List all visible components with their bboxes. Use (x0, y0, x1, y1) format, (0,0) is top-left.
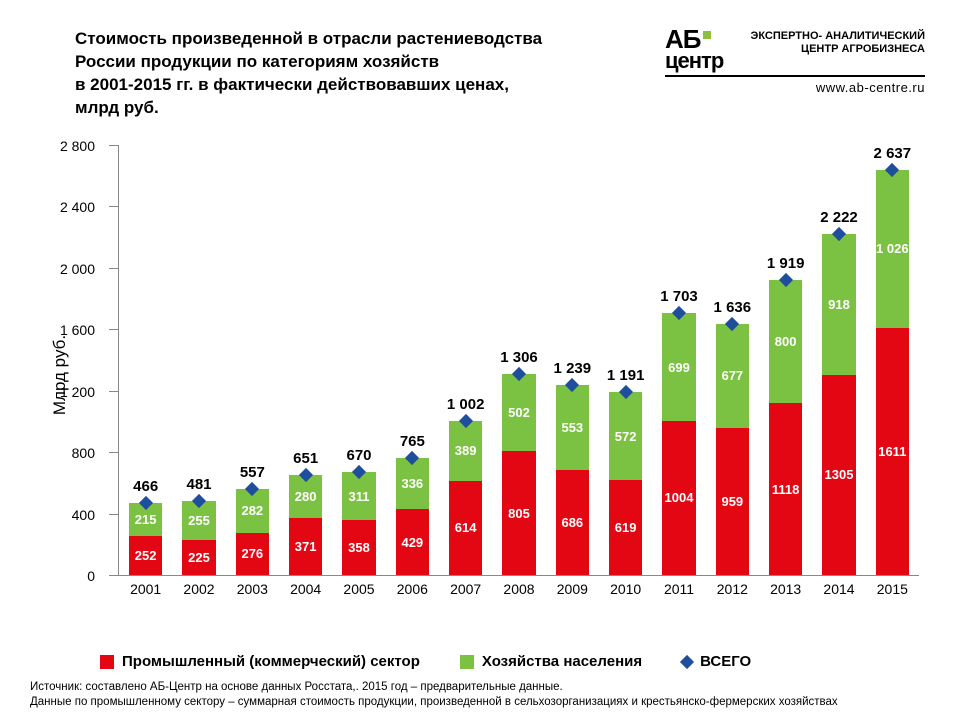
bar-segment: 1611 (876, 328, 909, 575)
bar-segment: 572 (609, 392, 642, 480)
bar-segment: 371 (289, 518, 322, 575)
total-label: 481 (186, 476, 211, 493)
legend-label: Хозяйства населения (482, 653, 642, 670)
bar-segment: 311 (342, 472, 375, 520)
bar-segment: 805 (502, 451, 535, 575)
bar-segment: 699 (662, 313, 695, 420)
y-tick: 1 200 (109, 391, 119, 392)
total-label: 1 703 (660, 288, 698, 305)
x-tick-label: 2008 (503, 581, 534, 597)
bar-segment: 918 (822, 234, 855, 375)
square-icon (100, 655, 114, 669)
bar-segment: 959 (716, 428, 749, 575)
bar-chart: Млрд руб. 04008001 2001 6002 0002 4002 8… (60, 135, 930, 615)
bar-segment: 502 (502, 374, 535, 451)
total-label: 1 636 (714, 299, 752, 316)
plot-area: 04008001 2001 6002 0002 4002 80025221520… (118, 145, 919, 576)
legend-label: ВСЕГО (700, 653, 751, 670)
bar-segment: 619 (609, 480, 642, 575)
chart-title: Стоимость произведенной в отрасли растен… (75, 28, 605, 120)
y-tick: 2 400 (109, 206, 119, 207)
y-tick-label: 2 000 (60, 261, 95, 277)
x-tick-label: 2005 (343, 581, 374, 597)
bar-segment: 1 026 (876, 170, 909, 328)
total-label: 466 (133, 478, 158, 495)
total-label: 1 306 (500, 349, 538, 366)
y-tick-label: 800 (72, 445, 95, 461)
total-label: 1 191 (607, 367, 645, 384)
total-label: 1 002 (447, 396, 485, 413)
x-tick-label: 2010 (610, 581, 641, 597)
legend-label: Промышленный (коммерческий) сектор (122, 653, 420, 670)
bar-segment: 1004 (662, 421, 695, 575)
total-label: 1 239 (554, 360, 592, 377)
y-tick-label: 400 (72, 507, 95, 523)
y-tick-label: 2 800 (60, 138, 95, 154)
logo-block: АБ центр ЭКСПЕРТНО- АНАЛИТИЧЕСКИЙ ЦЕНТР … (665, 28, 925, 95)
bar-segment: 429 (396, 509, 429, 575)
y-tick: 2 800 (109, 145, 119, 146)
y-tick: 2 000 (109, 268, 119, 269)
total-label: 651 (293, 450, 318, 467)
total-label: 670 (346, 447, 371, 464)
y-tick: 1 600 (109, 329, 119, 330)
total-label: 765 (400, 433, 425, 450)
x-tick-label: 2003 (237, 581, 268, 597)
x-tick-label: 2014 (823, 581, 854, 597)
x-tick-label: 2012 (717, 581, 748, 597)
x-tick-label: 2001 (130, 581, 161, 597)
x-tick-label: 2004 (290, 581, 321, 597)
legend-item: Хозяйства населения (460, 653, 642, 670)
x-tick-label: 2015 (877, 581, 908, 597)
y-tick: 0 (109, 575, 119, 576)
legend-item: Промышленный (коммерческий) сектор (100, 653, 420, 670)
logo-centre: центр (665, 51, 723, 71)
x-tick-label: 2006 (397, 581, 428, 597)
x-tick-label: 2007 (450, 581, 481, 597)
bar-segment: 1118 (769, 403, 802, 575)
footnote: Источник: составлено АБ-Центр на основе … (30, 680, 930, 710)
bar-segment: 282 (236, 489, 269, 532)
bar-segment: 677 (716, 324, 749, 428)
bar-segment: 225 (182, 540, 215, 575)
diamond-icon (680, 654, 694, 668)
bar-segment: 358 (342, 520, 375, 575)
y-tick: 800 (109, 452, 119, 453)
legend-item: ВСЕГО (682, 653, 751, 670)
total-label: 557 (240, 464, 265, 481)
bar-segment: 336 (396, 458, 429, 510)
logo-leaf-icon (703, 31, 711, 39)
x-tick-label: 2009 (557, 581, 588, 597)
y-tick-label: 1 600 (60, 322, 95, 338)
bar-segment: 276 (236, 533, 269, 575)
total-label: 1 919 (767, 255, 805, 272)
total-label: 2 637 (874, 145, 912, 162)
bar-segment: 389 (449, 421, 482, 481)
logo-tagline: ЭКСПЕРТНО- АНАЛИТИЧЕСКИЙ ЦЕНТР АГРОБИЗНЕ… (731, 28, 925, 55)
logo-url: www.ab-centre.ru (665, 80, 925, 95)
bar-segment: 614 (449, 481, 482, 575)
bar-segment: 1305 (822, 375, 855, 575)
y-tick: 400 (109, 514, 119, 515)
bar-segment: 252 (129, 536, 162, 575)
legend: Промышленный (коммерческий) сектор Хозяйс… (100, 653, 900, 670)
bar-segment: 800 (769, 280, 802, 403)
x-tick-label: 2013 (770, 581, 801, 597)
y-tick-label: 0 (87, 568, 95, 584)
x-tick-label: 2011 (664, 581, 694, 597)
y-axis-label: Млрд руб. (50, 335, 70, 415)
y-tick-label: 1 200 (60, 384, 95, 400)
y-tick-label: 2 400 (60, 199, 95, 215)
square-icon (460, 655, 474, 669)
bar-segment: 553 (556, 385, 589, 470)
bar-segment: 686 (556, 470, 589, 575)
total-label: 2 222 (820, 209, 858, 226)
x-tick-label: 2002 (183, 581, 214, 597)
